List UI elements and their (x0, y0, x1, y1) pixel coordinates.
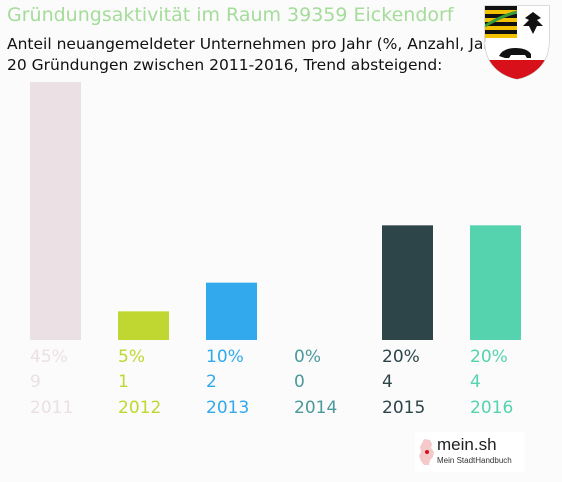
percent-label-2015: 20% (382, 347, 420, 367)
chart-subtitle: Anteil neuangemeldeter Unternehmen pro J… (7, 35, 506, 53)
count-label-2014: 0 (294, 372, 305, 392)
year-label-2011: 2011 (30, 398, 74, 418)
percent-label-2013: 10% (206, 347, 244, 367)
year-label-2016: 2016 (470, 398, 514, 418)
year-label-2012: 2012 (118, 398, 162, 418)
saxony-anhalt-crest-icon (484, 5, 550, 80)
logo-tagline: Mein StadtHandbuch (437, 456, 512, 465)
logo-name: mein.sh (437, 435, 497, 454)
year-label-2014: 2014 (294, 398, 338, 418)
bar-2012 (118, 311, 169, 340)
percent-label-2011: 45% (30, 347, 68, 367)
mein-sh-logo[interactable]: mein.sh Mein StadtHandbuch (415, 432, 525, 472)
chart-summary: 20 Gründungen zwischen 2011-2016, Trend … (7, 56, 443, 74)
year-label-2013: 2013 (206, 398, 250, 418)
count-label-2016: 4 (470, 372, 481, 392)
percent-label-2012: 5% (118, 347, 145, 367)
count-label-2013: 2 (206, 372, 217, 392)
bar-2016 (470, 225, 521, 340)
count-label-2015: 4 (382, 372, 393, 392)
percent-label-2014: 0% (294, 347, 321, 367)
bar-2013 (206, 282, 257, 340)
chart-title: Gründungsaktivität im Raum 39359 Eickend… (7, 4, 454, 26)
bar-2015 (382, 225, 433, 340)
bar-2011 (30, 82, 81, 340)
count-label-2011: 9 (30, 372, 41, 392)
count-label-2012: 1 (118, 372, 129, 392)
year-label-2015: 2015 (382, 398, 426, 418)
percent-label-2016: 20% (470, 347, 508, 367)
germany-map-icon (419, 439, 434, 465)
